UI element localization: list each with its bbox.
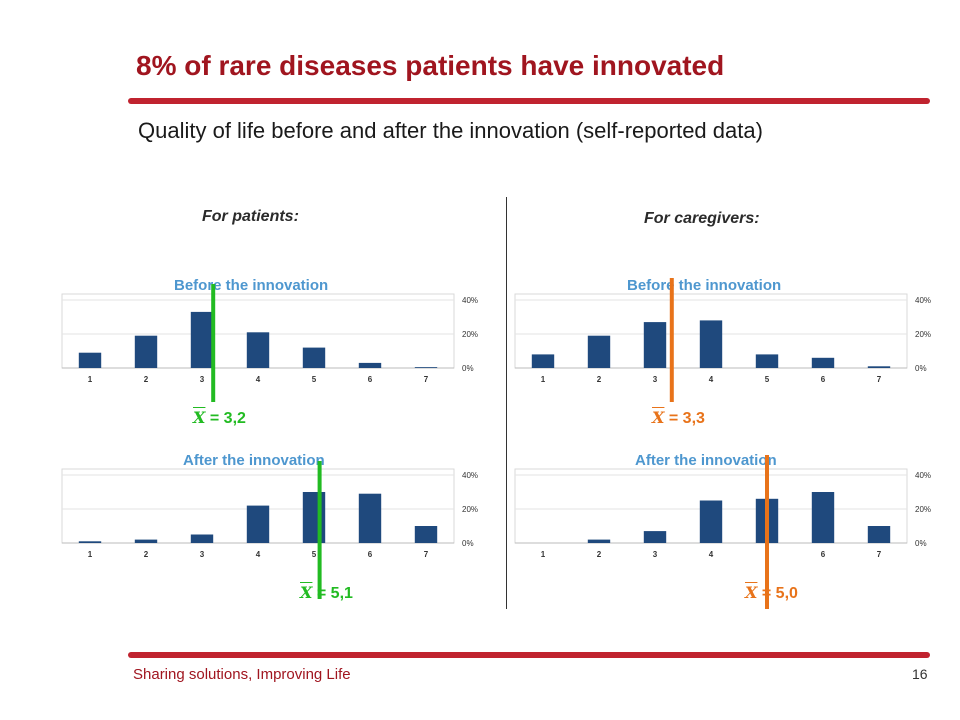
bar xyxy=(643,531,667,543)
bar xyxy=(699,320,723,368)
bar xyxy=(190,311,214,368)
x-tick-label: 2 xyxy=(597,550,602,559)
x-tick-label: 7 xyxy=(877,375,882,384)
mean-symbol: X xyxy=(300,583,313,602)
y-tick-label: 20% xyxy=(462,505,478,514)
x-tick-label: 6 xyxy=(368,375,373,384)
x-tick-label: 1 xyxy=(541,375,546,384)
x-tick-label: 4 xyxy=(709,375,714,384)
x-tick-label: 6 xyxy=(368,550,373,559)
x-tick-label: 2 xyxy=(597,375,602,384)
x-tick-label: 4 xyxy=(709,550,714,559)
bar xyxy=(358,362,382,368)
x-tick-label: 1 xyxy=(541,550,546,559)
slide-title: 8% of rare diseases patients have innova… xyxy=(136,50,725,81)
bar xyxy=(78,352,102,368)
y-tick-label: 40% xyxy=(915,471,931,480)
mean-symbol: X xyxy=(652,408,665,427)
mean-value: = 5,1 xyxy=(316,585,353,602)
x-tick-label: 4 xyxy=(256,550,261,559)
x-tick-label: 1 xyxy=(88,375,93,384)
bar xyxy=(811,357,835,368)
caregivers-heading: For caregivers: xyxy=(644,210,760,227)
bar xyxy=(699,500,723,543)
caregivers-before-mean: X = 3,3 xyxy=(652,408,705,428)
bar xyxy=(414,526,438,543)
bar xyxy=(587,539,611,543)
bar xyxy=(811,492,835,543)
x-tick-label: 3 xyxy=(653,375,658,384)
x-tick-label: 6 xyxy=(821,550,826,559)
x-tick-label: 2 xyxy=(144,550,149,559)
caregivers-before-title: Before the innovation xyxy=(627,277,782,294)
x-tick-label: 7 xyxy=(424,550,429,559)
patients-before-mean: X = 3,2 xyxy=(193,408,246,428)
bar xyxy=(755,354,779,368)
footer-rule xyxy=(128,652,930,658)
slide-subtitle: Quality of life before and after the inn… xyxy=(138,118,763,143)
patients-after-mean: X = 5,1 xyxy=(300,583,353,603)
caregivers-after-mean: X = 5,0 xyxy=(745,583,798,603)
bar xyxy=(643,322,667,368)
x-tick-label: 5 xyxy=(312,375,317,384)
bar xyxy=(134,335,158,368)
column-divider xyxy=(506,197,507,609)
footer-tagline: Sharing solutions, Improving Life xyxy=(133,666,351,683)
y-tick-label: 20% xyxy=(462,330,478,339)
y-tick-label: 40% xyxy=(915,296,931,305)
bar xyxy=(358,493,382,543)
y-tick-label: 40% xyxy=(462,296,478,305)
mean-value: = 3,3 xyxy=(668,410,705,427)
x-tick-label: 3 xyxy=(200,550,205,559)
y-tick-label: 0% xyxy=(462,364,474,373)
bar xyxy=(587,335,611,368)
y-tick-label: 40% xyxy=(462,471,478,480)
bar xyxy=(134,539,158,543)
bar xyxy=(302,347,326,368)
caregivers-after-chart: 0% 20% 40% 1 2 3 4 6 7 xyxy=(514,455,931,609)
x-tick-label: 3 xyxy=(653,550,658,559)
bar xyxy=(531,354,555,368)
bar xyxy=(867,526,891,543)
bar xyxy=(302,492,326,543)
y-tick-label: 0% xyxy=(462,539,474,548)
x-tick-label: 4 xyxy=(256,375,261,384)
patients-before-chart: 0% 20% 40% 1 2 3 4 5 6 7 xyxy=(61,284,478,402)
bar xyxy=(867,366,891,368)
x-tick-label: 7 xyxy=(424,375,429,384)
y-tick-label: 20% xyxy=(915,330,931,339)
y-tick-label: 0% xyxy=(915,364,927,373)
bar xyxy=(246,332,270,368)
x-tick-label: 5 xyxy=(765,375,770,384)
x-tick-label: 1 xyxy=(88,550,93,559)
x-tick-label: 3 xyxy=(200,375,205,384)
x-tick-label: 2 xyxy=(144,375,149,384)
x-tick-label: 5 xyxy=(312,550,317,559)
y-tick-label: 0% xyxy=(915,539,927,548)
title-rule xyxy=(128,98,930,104)
caregivers-after-title: After the innovation xyxy=(635,452,777,469)
bar xyxy=(414,367,438,368)
patients-before-title: Before the innovation xyxy=(174,277,329,294)
caregivers-before-chart: 0% 20% 40% 1 2 3 4 5 6 7 xyxy=(514,278,931,402)
patients-after-chart: 0% 20% 40% 1 2 3 4 5 6 7 xyxy=(61,461,478,599)
y-tick-label: 20% xyxy=(915,505,931,514)
mean-value: = 5,0 xyxy=(761,585,798,602)
bar xyxy=(78,541,102,543)
x-tick-label: 7 xyxy=(877,550,882,559)
patients-heading: For patients: xyxy=(202,208,299,225)
mean-symbol: X xyxy=(193,408,206,427)
x-tick-label: 6 xyxy=(821,375,826,384)
mean-symbol: X xyxy=(745,583,758,602)
bar xyxy=(246,505,270,543)
mean-value: = 3,2 xyxy=(209,410,246,427)
patients-after-title: After the innovation xyxy=(183,452,325,469)
bar xyxy=(190,534,214,543)
page-number: 16 xyxy=(912,666,928,682)
